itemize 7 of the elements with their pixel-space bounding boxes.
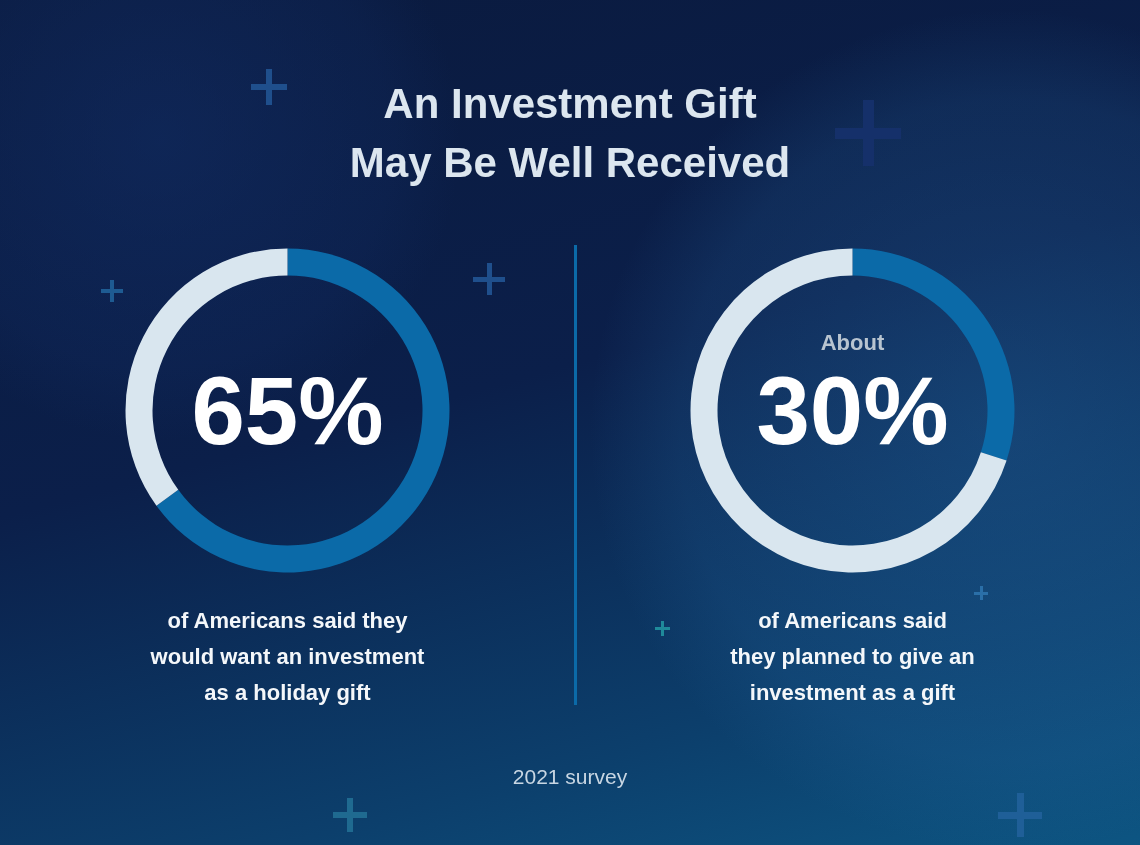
text: of Americans said they planned to give an investment as a gift [729, 607, 976, 707]
text: 30% [755, 356, 950, 464]
text: 65% [190, 356, 385, 464]
text: An Investment Gift May Be Well Received [348, 79, 792, 188]
text: of Americans said they would want an investment as a holiday gift [149, 607, 426, 707]
text: 2021 survey [511, 764, 629, 790]
text: About [819, 329, 886, 356]
